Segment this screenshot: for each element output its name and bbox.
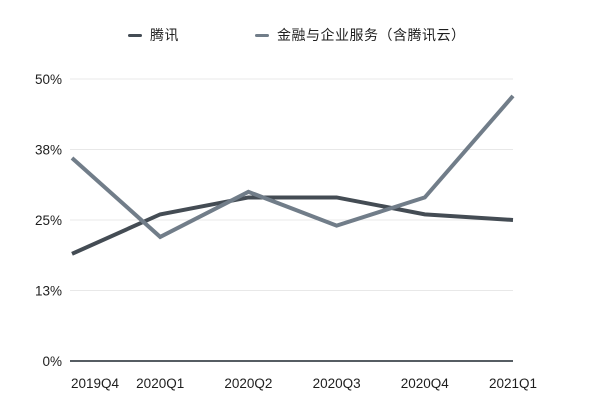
legend-item-fintech[interactable]: 金融与企业服务（含腾讯云） — [255, 25, 466, 45]
legend: 腾讯 金融与企业服务（含腾讯云） — [128, 25, 466, 45]
legend-dash-icon — [128, 33, 142, 37]
x-tick-label: 2020Q2 — [224, 376, 272, 391]
y-tick-label: 50% — [35, 72, 62, 87]
x-tick-label: 2020Q3 — [313, 376, 361, 391]
x-tick-label: 2020Q1 — [136, 376, 184, 391]
line-series-fintech[interactable] — [70, 94, 515, 240]
x-tick-label: 2021Q1 — [489, 376, 537, 391]
legend-label-tencent: 腾讯 — [150, 27, 179, 43]
y-tick-label: 25% — [35, 213, 62, 228]
legend-dash-icon — [255, 33, 269, 37]
x-tick-label: 2019Q4 — [71, 376, 120, 391]
y-tick-label: 13% — [35, 284, 62, 299]
line-series-tencent[interactable] — [71, 195, 514, 256]
x-tick-label: 2020Q4 — [401, 376, 450, 391]
legend-item-tencent[interactable]: 腾讯 — [128, 25, 179, 45]
legend-label-fintech: 金融与企业服务（含腾讯云） — [277, 27, 466, 43]
y-tick-label: 0% — [42, 354, 62, 369]
y-tick-label: 38% — [35, 143, 62, 158]
